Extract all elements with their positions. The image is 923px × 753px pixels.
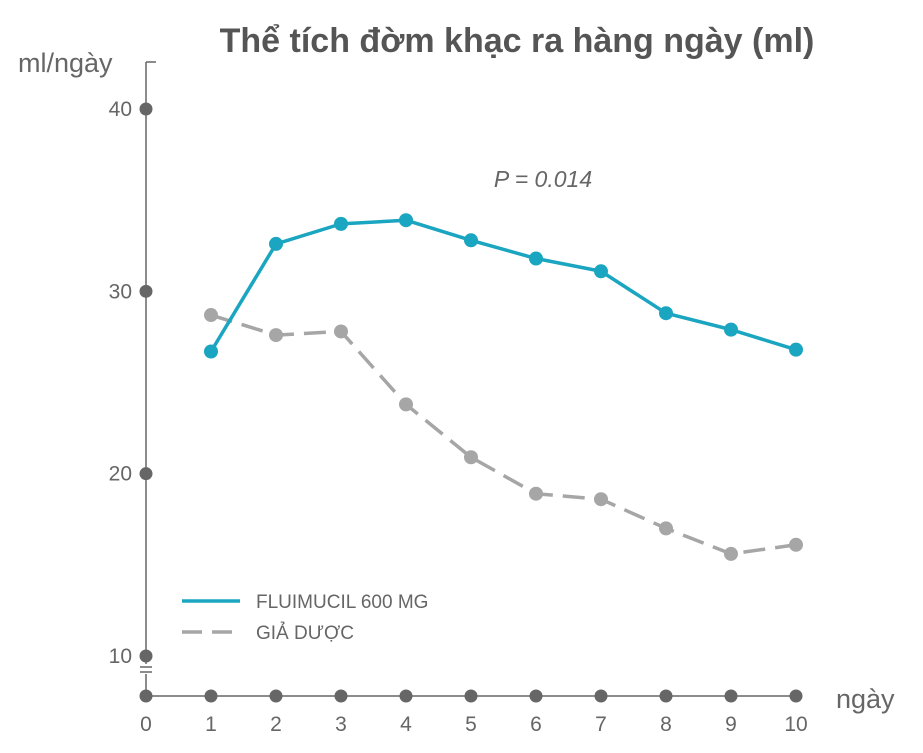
data-point — [399, 397, 413, 412]
x-tick-label: 1 — [205, 713, 217, 736]
data-point — [789, 342, 803, 357]
x-tick-dot — [204, 689, 218, 703]
x-tick-dot — [269, 689, 283, 703]
x-tick-label: 8 — [660, 713, 672, 736]
data-point — [724, 546, 738, 561]
x-tick-dot — [659, 689, 673, 703]
x-tick-label: 0 — [140, 713, 152, 736]
data-point — [269, 236, 283, 251]
data-point — [594, 492, 608, 507]
x-tick-dot — [529, 689, 543, 703]
series-placebo — [204, 308, 803, 561]
y-tick-label: 40 — [109, 98, 132, 121]
x-tick-label: 10 — [784, 713, 807, 736]
x-tick-label: 4 — [400, 713, 412, 736]
series-line — [210, 313, 797, 556]
y-tick-dot — [139, 467, 153, 481]
x-tick-label: 7 — [595, 713, 607, 736]
x-tick-dot — [724, 689, 738, 703]
data-point — [789, 537, 803, 552]
series-line — [209, 218, 797, 353]
data-point — [659, 306, 673, 321]
axes: 10 20 30 40 0 1 2 3 4 5 6 7 8 9 10 — [109, 61, 808, 736]
legend-label: GIẢ DƯỢC — [256, 622, 354, 644]
data-point — [204, 308, 218, 323]
x-axis-label: ngày — [836, 684, 895, 714]
x-tick-label: 5 — [465, 713, 477, 736]
y-tick-dot — [139, 649, 153, 663]
y-tick-label: 10 — [109, 645, 132, 668]
x-tick-label: 9 — [725, 713, 737, 736]
legend: FLUIMUCIL 600 MG GIẢ DƯỢC — [182, 592, 428, 644]
x-tick-label: 6 — [530, 713, 542, 736]
data-point — [399, 213, 413, 228]
y-axis-label: ml/ngày — [18, 48, 113, 78]
y-tick-dot — [139, 284, 153, 298]
data-point — [334, 216, 348, 231]
y-tick-label: 20 — [109, 463, 132, 486]
x-tick-dot — [594, 689, 608, 703]
data-point — [334, 324, 348, 339]
y-tick-label: 30 — [109, 280, 132, 303]
data-point — [724, 322, 738, 337]
data-point — [529, 251, 543, 266]
x-tick-label: 2 — [270, 713, 282, 736]
data-point — [659, 521, 673, 536]
x-tick-dot — [399, 689, 413, 703]
x-tick-dot — [789, 689, 803, 703]
p-value-annotation: P = 0.014 — [494, 166, 592, 192]
data-point — [529, 486, 543, 501]
data-point — [464, 450, 478, 465]
data-point — [594, 264, 608, 279]
data-point — [464, 233, 478, 248]
x-tick-dot — [139, 689, 153, 703]
series-layer — [204, 213, 803, 561]
chart-title: Thể tích đờm khạc ra hàng ngày (ml) — [220, 22, 815, 60]
data-point — [269, 328, 283, 343]
x-tick-dot — [464, 689, 478, 703]
x-tick-dot — [334, 689, 348, 703]
legend-label: FLUIMUCIL 600 MG — [256, 592, 428, 613]
x-tick-label: 3 — [335, 713, 347, 736]
data-point — [204, 344, 218, 359]
y-tick-dot — [139, 102, 153, 116]
series-fluimucil — [204, 213, 803, 359]
